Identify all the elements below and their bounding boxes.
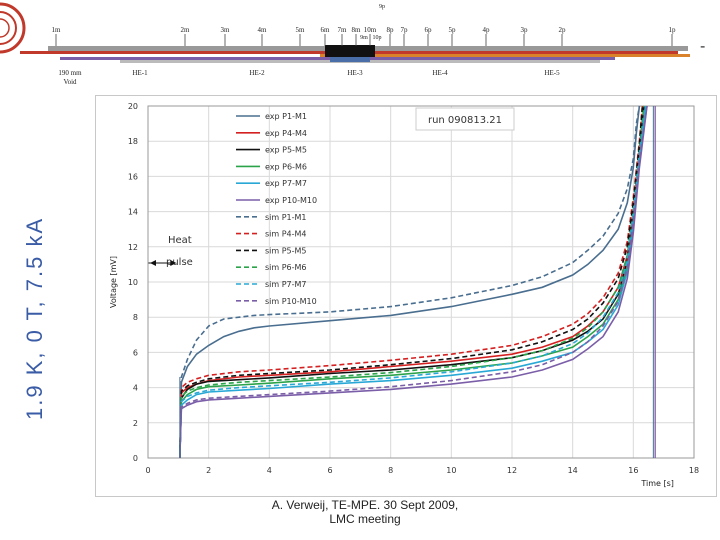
x-axis-label: Time [s]: [640, 479, 674, 488]
diagram-top-label: 5m: [296, 26, 306, 34]
x-tick-label: 10: [446, 466, 456, 475]
y-tick-label: 2: [133, 419, 138, 428]
run-label-frame: [415, 107, 515, 131]
series-line: [179, 105, 648, 459]
y-tick-label: 10: [128, 278, 138, 287]
diagram-top-label: 8m: [352, 26, 362, 34]
x-tick-label: 2: [206, 466, 211, 475]
diagram-top-label: 4p: [483, 26, 491, 34]
y-tick-label: 4: [133, 384, 138, 393]
legend-label: exp P1-M1: [265, 112, 307, 121]
diagram-strip-orange: [320, 54, 690, 57]
legend-label: sim P1-M1: [265, 213, 307, 222]
diagram-top-label: 1p: [669, 26, 677, 34]
x-tick-label: 14: [568, 466, 578, 475]
footer-line2: LMC meeting: [329, 512, 401, 526]
diagram-top-label: 4m: [258, 26, 268, 34]
diagram-top-label: 3p: [521, 26, 529, 34]
diagram-bottom-label: HE-4: [432, 69, 448, 77]
legend-label: sim P7-M7: [265, 280, 307, 289]
legend-label: sim P4-M4: [265, 230, 307, 239]
magnet-diagram: 1m 2m 3m 4m 5m 6m 7m 8m 10m 8p 7p 6p 5p 4p 3p 2p 1p 9p 9m 1…: [20, 4, 690, 86]
diagram-top-label: 6m: [321, 26, 331, 34]
y-axis-label: Voltage [mV]: [109, 256, 118, 308]
run-label-box: run 090813.21: [415, 107, 515, 131]
legend-label: sim P6-M6: [265, 263, 307, 272]
top-dash: -: [700, 38, 706, 55]
diagram-top-label: 2p: [559, 26, 567, 34]
y-tick-label: 8: [133, 313, 138, 322]
diagram-top-label: 3m: [221, 26, 231, 34]
x-tick-label: 0: [145, 466, 150, 475]
series-line: [179, 105, 647, 459]
legend-label: exp P4-M4: [265, 129, 307, 138]
series-line: [179, 105, 647, 459]
heat-pulse-arrowhead: [150, 260, 156, 266]
legend-label: exp P5-M5: [265, 146, 307, 155]
series-line: [179, 105, 644, 459]
diagram-top-label: 2m: [181, 26, 191, 34]
y-tick-label: 14: [128, 208, 138, 217]
diagram-bottom-label: Void: [63, 78, 77, 86]
diagram-top-label: 7m: [338, 26, 348, 34]
side-title: 1.9 K, 0 T, 7.5 kA: [22, 216, 47, 420]
diagram-top-label: 1m: [52, 26, 62, 34]
series-line: [179, 105, 641, 459]
heat-pulse-label: pulse: [166, 257, 193, 268]
diagram-ticks: [55, 34, 673, 46]
x-tick-label: 18: [689, 466, 699, 475]
y-tick-label: 20: [128, 102, 138, 111]
diagram-extra-label: 9p: [379, 4, 385, 10]
diagram-bottom-label: HE-1: [132, 69, 148, 77]
y-tick-label: 6: [133, 348, 138, 357]
series-line: [179, 105, 648, 459]
footer-line1: A. Verweij, TE-MPE. 30 Sept 2009,: [271, 498, 459, 512]
legend-label: exp P10-M10: [265, 196, 317, 205]
legend-label: exp P7-M7: [265, 179, 307, 188]
diagram-top-label: 7p: [401, 26, 409, 34]
x-tick-label: 6: [327, 466, 332, 475]
y-tick-label: 16: [128, 172, 138, 181]
diagram-block-blue: [330, 57, 370, 62]
series-line: [179, 105, 644, 459]
legend-label: sim P5-M5: [265, 246, 307, 255]
diagram-top-label: 5p: [449, 26, 457, 34]
footer: A. Verweij, TE-MPE. 30 Sept 2009, LMC me…: [250, 498, 480, 526]
y-tick-label: 0: [133, 454, 138, 463]
diagram-block-center: [325, 45, 375, 57]
legend-label: exp P6-M6: [265, 162, 307, 171]
diagram-top-label: 10m: [364, 26, 377, 34]
plot-area: [147, 105, 695, 459]
diagram-bottom-label: HE-3: [347, 69, 363, 77]
diagram-bottom-label: HE-2: [249, 69, 265, 77]
diagram-bottom-label: HE-5: [544, 69, 560, 77]
x-tick-label: 16: [628, 466, 638, 475]
series-line: [179, 105, 645, 459]
diagram-top-label: 8p: [387, 26, 395, 34]
diagram-top-label: 6p: [425, 26, 433, 34]
x-tick-label: 12: [507, 466, 517, 475]
legend-label: sim P10-M10: [265, 297, 317, 306]
x-tick-label: 4: [267, 466, 272, 475]
logo: [0, 0, 30, 60]
diagram-extra-label: 9m: [360, 35, 368, 41]
run-label: run 090813.21: [428, 115, 502, 126]
logo-icon: [0, 2, 26, 54]
heat-pulse-arrowhead: [170, 260, 177, 266]
y-tick-label: 12: [128, 243, 138, 252]
diagram-bottom-label: 190 mm: [58, 69, 82, 77]
x-tick-label: 8: [388, 466, 393, 475]
heat-pulse-label: Heat: [168, 235, 192, 246]
diagram-extra-label: 10p: [373, 35, 382, 41]
series-line: [179, 105, 645, 459]
voltage-chart: 0 2 4 6 8 10 12 14 16 18 0 2 4 6 8 10 12 14 16 18 20 Time [s]…: [109, 102, 699, 488]
diagram-top-labels: 1m 2m 3m 4m 5m 6m 7m 8m 10m 8p 7p 6p 5p 4p 3p 2p 1p 9p 9m 1…: [52, 4, 676, 41]
y-tick-label: 18: [128, 137, 138, 146]
chart-panel: 0 2 4 6 8 10 12 14 16 18 0 2 4 6 8 10 12 14 16 18 20 Time [s]…: [95, 95, 717, 497]
series-line: [179, 105, 641, 459]
